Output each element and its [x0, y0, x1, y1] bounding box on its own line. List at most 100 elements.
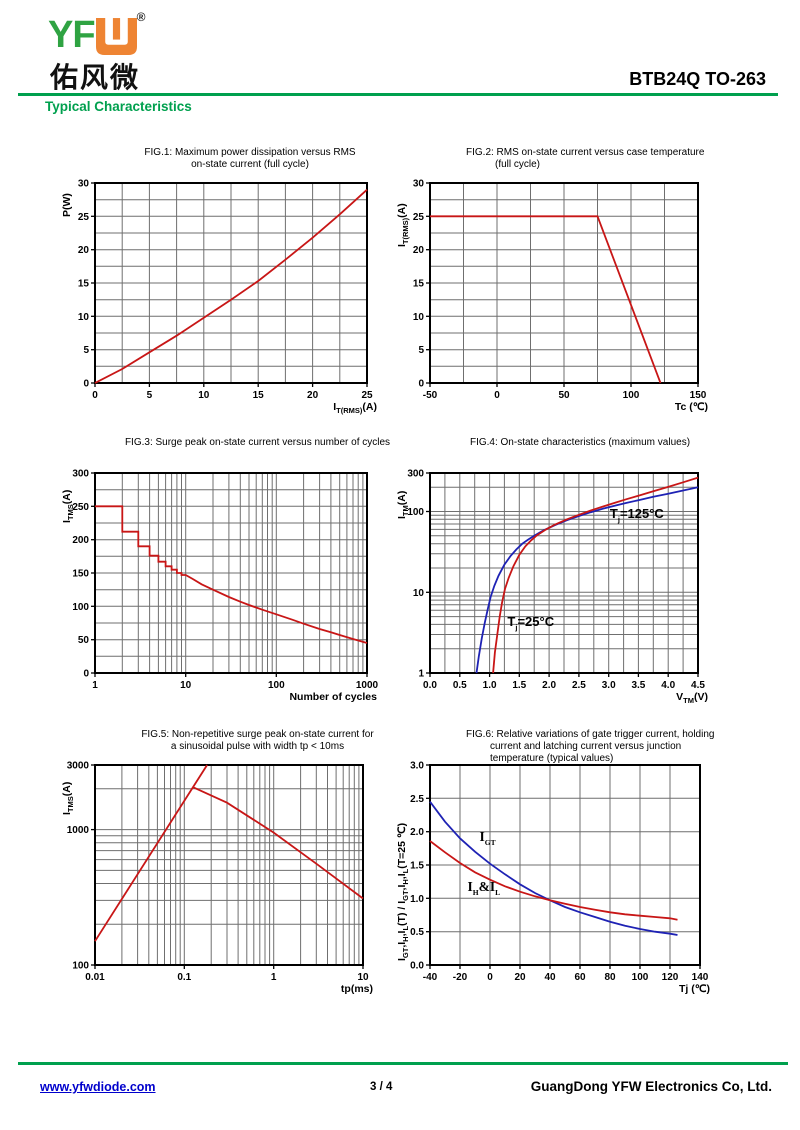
svg-text:250: 250	[72, 502, 89, 513]
x-axis-label: tp(ms)	[340, 983, 373, 995]
svg-text:100: 100	[268, 680, 285, 691]
svg-text:0: 0	[418, 379, 424, 390]
part-number: BTB24Q TO-263	[629, 69, 766, 89]
chart-fig2: FIG.2: RMS on-state current versus case …	[396, 145, 760, 445]
svg-text:0: 0	[92, 390, 98, 401]
svg-text:20: 20	[514, 972, 526, 983]
svg-text:20: 20	[307, 390, 319, 401]
svg-text:15: 15	[413, 279, 425, 290]
svg-text:1.5: 1.5	[410, 861, 424, 872]
svg-text:-20: -20	[453, 972, 468, 983]
svg-text:25: 25	[78, 212, 90, 223]
chart-title-line: FIG.4: On-state characteristics (maximum…	[469, 437, 691, 448]
svg-text:10: 10	[413, 588, 425, 599]
logo-w-icon	[95, 18, 137, 55]
chart-title: FIG.3: Surge peak on-state current versu…	[40, 437, 400, 449]
svg-text:5: 5	[83, 345, 89, 356]
svg-text:3.0: 3.0	[602, 680, 616, 691]
svg-text:50: 50	[78, 635, 90, 646]
x-axis-label: IT(RMS)(A)	[333, 401, 377, 416]
chart-title-line: on-state current (full cycle)	[191, 159, 309, 170]
svg-text:0: 0	[83, 379, 89, 390]
svg-text:60: 60	[574, 972, 586, 983]
y-axis-label: IT(RMS)(A)	[396, 203, 411, 247]
svg-text:0: 0	[487, 972, 493, 983]
svg-text:2.0: 2.0	[410, 827, 424, 838]
chart-title-line: FIG.6: Relative variations of gate trigg…	[466, 729, 715, 740]
svg-text:4.0: 4.0	[661, 680, 675, 691]
svg-text:100: 100	[407, 507, 424, 518]
svg-text:300: 300	[407, 469, 424, 480]
svg-text:200: 200	[72, 535, 89, 546]
chart-title-line: temperature (typical values)	[490, 753, 614, 764]
svg-text:1000: 1000	[356, 680, 379, 691]
chart-title-line: FIG.5: Non-repetitive surge peak on-stat…	[141, 729, 374, 740]
svg-text:0: 0	[494, 390, 500, 401]
header-divider	[18, 93, 778, 96]
chart-title: FIG.5: Non-repetitive surge peak on-stat…	[40, 729, 400, 753]
svg-text:10: 10	[413, 312, 425, 323]
svg-text:15: 15	[253, 390, 265, 401]
x-axis-label: Number of cycles	[289, 691, 377, 703]
chart-title: FIG.2: RMS on-state current versus case …	[400, 147, 760, 171]
svg-text:15: 15	[78, 279, 90, 290]
chart-title: FIG.6: Relative variations of gate trigg…	[400, 729, 760, 765]
svg-text:10: 10	[357, 972, 369, 983]
chart-plot: 0 5 10 15 20 25 0 5 10 15 20 25 30	[78, 179, 373, 401]
svg-text:0.0: 0.0	[410, 961, 424, 972]
svg-text:2.5: 2.5	[410, 794, 424, 805]
svg-text:10: 10	[78, 312, 90, 323]
brand-logo: YF ®	[48, 10, 145, 58]
svg-text:25: 25	[413, 212, 425, 223]
svg-text:100: 100	[623, 390, 640, 401]
y-axis-label: P(W)	[61, 193, 73, 217]
chart-fig3: FIG.3: Surge peak on-state current versu…	[40, 435, 400, 735]
svg-text:20: 20	[78, 245, 90, 256]
section-title: Typical Characteristics	[45, 99, 192, 114]
svg-text:4.5: 4.5	[691, 680, 705, 691]
chart-title-line: current and latching current versus junc…	[490, 741, 682, 752]
svg-text:10: 10	[198, 390, 210, 401]
chart-fig5: FIG.5: Non-repetitive surge peak on-stat…	[40, 727, 400, 1027]
svg-text:120: 120	[662, 972, 679, 983]
x-axis-label: Tc (℃)	[674, 401, 708, 413]
svg-text:30: 30	[413, 179, 425, 190]
svg-text:0.5: 0.5	[453, 680, 467, 691]
svg-text:1.5: 1.5	[512, 680, 526, 691]
svg-text:10: 10	[180, 680, 192, 691]
x-axis-label: VTM(V)	[676, 691, 708, 706]
svg-text:2.5: 2.5	[572, 680, 586, 691]
company-name: GuangDong YFW Electronics Co, Ltd.	[530, 1079, 772, 1094]
svg-text:3000: 3000	[67, 761, 90, 772]
svg-text:3.0: 3.0	[410, 761, 424, 772]
website-link[interactable]: www.yfwdiode.com	[40, 1080, 156, 1094]
svg-text:150: 150	[690, 390, 707, 401]
svg-text:50: 50	[558, 390, 570, 401]
svg-text:-40: -40	[423, 972, 438, 983]
y-axis-label: IGT,IH,IL(T) / IGT,IH,IL(T=25 ℃)	[396, 822, 411, 961]
chart-plot: 0.0 0.5 1.0 1.5 2.0 2.5 3.0 3.5 4.0 4.5 1 10 100 300	[407, 469, 705, 691]
curve-label: IH&IL	[467, 879, 501, 898]
svg-text:1.0: 1.0	[483, 680, 497, 691]
svg-text:2.0: 2.0	[542, 680, 556, 691]
svg-text:0.01: 0.01	[85, 972, 105, 983]
logo-chinese-text: 佑风微	[50, 62, 141, 93]
svg-text:30: 30	[78, 179, 90, 190]
curve-label: Tj=125°C	[609, 506, 664, 524]
chart-fig6: FIG.6: Relative variations of gate trigg…	[396, 727, 760, 1027]
svg-text:5: 5	[418, 345, 424, 356]
chart-title: FIG.4: On-state characteristics (maximum…	[400, 437, 760, 449]
chart-plot: -40 -20 0 20 40 60 80 100 120 140 0.0 0.5 1.0 1.5 2.0 2…	[410, 761, 709, 983]
svg-text:1000: 1000	[67, 825, 90, 836]
x-axis-label: Tj (℃)	[678, 983, 710, 995]
chart-fig4: FIG.4: On-state characteristics (maximum…	[396, 435, 760, 735]
svg-text:0.5: 0.5	[410, 927, 424, 938]
svg-text:100: 100	[72, 961, 89, 972]
page-indicator: 3 / 4	[370, 1081, 393, 1093]
y-axis-label: ITMS(A)	[61, 781, 76, 815]
chart-title-line: (full cycle)	[495, 159, 541, 170]
svg-text:5: 5	[147, 390, 153, 401]
chart-plot: 0.01 0.1 1 10 100 1000 3000	[67, 761, 369, 983]
svg-text:20: 20	[413, 245, 425, 256]
